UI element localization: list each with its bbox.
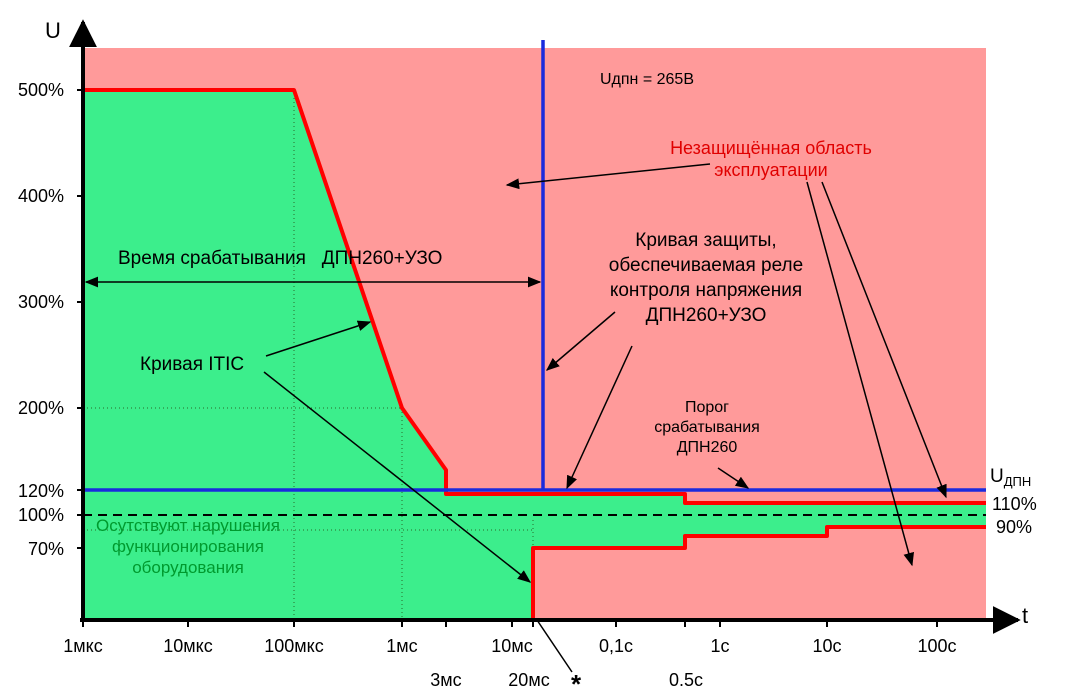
x-tick-label-lower: 0.5с — [669, 670, 703, 690]
x-tick-label: 1мс — [386, 636, 417, 656]
itic-upper-curve — [83, 88, 986, 505]
x-tick-label-lower: 20мс — [508, 670, 549, 690]
safe-area-label: оборудования — [132, 558, 244, 577]
itic-lower-curve — [531, 525, 986, 620]
y-tick-label: 500% — [18, 80, 64, 100]
pct-110-label: 110% — [992, 494, 1037, 514]
x-tick-label: 10мкс — [163, 636, 212, 656]
arrow-unprotected-right-b — [821, 181, 947, 499]
x-tick-label: 100с — [917, 636, 956, 656]
arrow-itic-upper — [265, 320, 372, 357]
safe-area-label: функционирования — [112, 537, 264, 556]
y-tick-label: 100% — [18, 505, 64, 525]
x-axis-name: t — [1022, 603, 1028, 628]
arrow-protection-horizontal — [566, 345, 633, 490]
protection-curve-label: Кривая защиты, — [635, 230, 776, 251]
y-tick-label: 300% — [18, 292, 64, 312]
safe-area-label: Осутствуют нарушения — [96, 516, 280, 535]
y-tick-label: 70% — [28, 539, 64, 559]
grid — [83, 90, 534, 620]
threshold-label: ДПН260 — [677, 439, 738, 456]
arrow-unprotected-left — [505, 163, 711, 190]
x-tick-label: 1мкс — [63, 636, 102, 656]
threshold-label: Порог — [685, 399, 729, 416]
y-tick-label: 400% — [18, 186, 64, 206]
u-dpn-label: UДПН — [990, 466, 1031, 489]
asterisk-mark: * — [571, 669, 582, 699]
unprotected-area-label: Незащищённая область — [670, 138, 872, 158]
pct-90-label: 90% — [996, 517, 1032, 537]
unprotected-area-label: эксплуатации — [714, 160, 827, 180]
x-tick-label: 10мс — [491, 636, 532, 656]
itic-curve-label: Кривая ITIC — [140, 354, 244, 375]
x-tick-label: 1с — [710, 636, 729, 656]
threshold-label: срабатывания — [654, 419, 760, 436]
asterisk-pointer — [536, 619, 573, 673]
x-tick-label: 100мкс — [264, 636, 323, 656]
u-dpn-main: U — [990, 466, 1004, 487]
safe-area — [83, 90, 986, 620]
protection-curve-label: контроля напряжения — [610, 280, 802, 301]
response-time-label: Время срабатывания ДПН260+УЗО — [118, 248, 442, 269]
arrow-unprotected-right-a — [806, 181, 914, 567]
protection-curve-label: ДПН260+УЗО — [646, 305, 767, 326]
protection-curve-label: обеспечиваемая реле — [609, 255, 803, 276]
arrow-protection-vertical — [545, 311, 616, 371]
x-tick-label: 10с — [812, 636, 841, 656]
x-tick-label: 0,1с — [599, 636, 633, 656]
u-dpn-sub: ДПН — [1004, 474, 1032, 489]
u-dpn-value-label: Uдпн = 265В — [600, 71, 694, 88]
y-tick-label: 200% — [18, 398, 64, 418]
y-axis-name: U — [45, 18, 61, 43]
y-tick-label: 120% — [18, 481, 64, 501]
x-tick-label-lower: 3мс — [430, 670, 461, 690]
arrow-itic-lower — [263, 371, 532, 583]
arrow-threshold — [717, 467, 750, 489]
